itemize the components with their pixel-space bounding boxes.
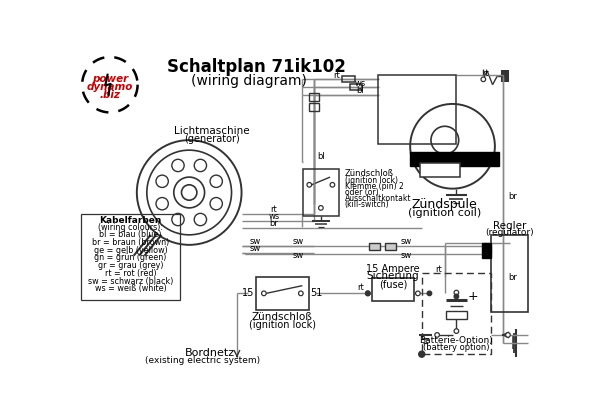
Text: (wiring colours):: (wiring colours): [98, 223, 163, 231]
Circle shape [454, 290, 458, 295]
Bar [410, 153, 499, 166]
Circle shape [419, 351, 425, 357]
Text: Sicherung: Sicherung [366, 271, 419, 281]
Text: Lichtmaschine: Lichtmaschine [175, 126, 250, 136]
Text: Kabelfarben: Kabelfarben [100, 216, 162, 225]
Circle shape [427, 291, 432, 296]
Bar [309, 93, 319, 101]
Text: sw: sw [250, 244, 261, 253]
Text: Zündspule: Zündspule [412, 198, 478, 211]
Text: (battery option): (battery option) [423, 343, 490, 352]
Circle shape [182, 185, 197, 200]
Text: br: br [509, 192, 517, 201]
Text: bl: bl [317, 152, 325, 161]
Bar [369, 243, 380, 250]
Circle shape [415, 291, 420, 296]
Text: rt = rot (red): rt = rot (red) [105, 269, 156, 278]
Bar [385, 243, 395, 250]
Text: dynamo: dynamo [87, 82, 133, 92]
Text: Zündschloß: Zündschloß [252, 312, 313, 322]
Bar [372, 278, 414, 301]
Text: (generator): (generator) [185, 134, 240, 144]
Text: sw: sw [250, 236, 261, 246]
Bar [482, 243, 491, 258]
Text: Klemme (pin) 2: Klemme (pin) 2 [345, 182, 404, 191]
Text: br: br [270, 219, 278, 228]
Bar [303, 169, 339, 216]
Circle shape [261, 291, 266, 296]
Text: Ausschaltkontakt: Ausschaltkontakt [345, 194, 411, 203]
Bar [350, 84, 362, 90]
Bar [491, 235, 528, 312]
Text: .biz: .biz [100, 90, 120, 100]
Text: 15: 15 [242, 289, 255, 298]
Text: sw = schwarz (black): sw = schwarz (black) [88, 276, 173, 286]
Text: rt: rt [357, 284, 363, 292]
Text: sw: sw [293, 251, 304, 260]
Bar [420, 163, 460, 177]
Text: ws: ws [355, 79, 366, 88]
Text: Bordnetz: Bordnetz [185, 348, 235, 358]
Text: Zündschloß: Zündschloß [345, 169, 394, 178]
Circle shape [454, 294, 458, 299]
Text: (ignition coil): (ignition coil) [408, 208, 481, 218]
Text: sw: sw [401, 237, 412, 246]
Text: sw: sw [401, 251, 412, 260]
Circle shape [307, 183, 312, 187]
Text: (ignition lock): (ignition lock) [249, 320, 316, 330]
Text: br: br [509, 273, 517, 282]
Bar [445, 311, 467, 319]
Circle shape [330, 183, 335, 187]
Text: sw: sw [293, 237, 304, 246]
Text: power: power [92, 73, 128, 83]
Circle shape [366, 291, 370, 296]
Bar [256, 277, 309, 309]
Bar [422, 273, 491, 354]
Text: ws = weiß (white): ws = weiß (white) [95, 284, 166, 293]
Text: (existing electric system): (existing electric system) [145, 356, 260, 365]
Text: 15 Ampere: 15 Ampere [366, 264, 419, 274]
Text: ws: ws [268, 212, 280, 221]
Text: (fuse): (fuse) [379, 279, 407, 289]
Circle shape [366, 291, 370, 296]
Text: oder (or): oder (or) [345, 188, 378, 197]
Text: (ignition lock): (ignition lock) [345, 176, 398, 185]
Text: Schaltplan 71ik102: Schaltplan 71ik102 [167, 58, 346, 76]
Bar [342, 76, 355, 83]
Text: bl = blau (blue): bl = blau (blue) [100, 230, 162, 239]
Circle shape [435, 333, 440, 337]
Bar [81, 214, 180, 300]
Text: rt: rt [482, 69, 489, 78]
Text: Regler: Regler [493, 221, 526, 231]
Circle shape [506, 333, 510, 337]
Text: gn = grün (green): gn = grün (green) [94, 254, 167, 262]
Text: bl: bl [356, 86, 364, 95]
Circle shape [481, 77, 486, 82]
Text: gr = grau (grey): gr = grau (grey) [98, 261, 163, 270]
Text: rt: rt [435, 265, 442, 274]
Text: ge = gelb (yellow): ge = gelb (yellow) [94, 246, 168, 255]
Text: Batterie-Option): Batterie-Option) [419, 336, 493, 345]
Bar [378, 75, 457, 144]
Circle shape [454, 329, 458, 334]
Bar [309, 103, 319, 111]
Circle shape [299, 291, 303, 296]
Circle shape [319, 206, 323, 210]
Text: rt: rt [270, 205, 277, 214]
Text: (kill-switch): (kill-switch) [345, 200, 389, 209]
Text: (regulator): (regulator) [485, 228, 534, 237]
Text: +: + [468, 290, 478, 303]
Text: rt: rt [334, 71, 340, 80]
Text: (wiring diagram): (wiring diagram) [191, 74, 306, 88]
Text: br = braun (brown): br = braun (brown) [92, 238, 169, 247]
Text: 51: 51 [310, 289, 322, 298]
